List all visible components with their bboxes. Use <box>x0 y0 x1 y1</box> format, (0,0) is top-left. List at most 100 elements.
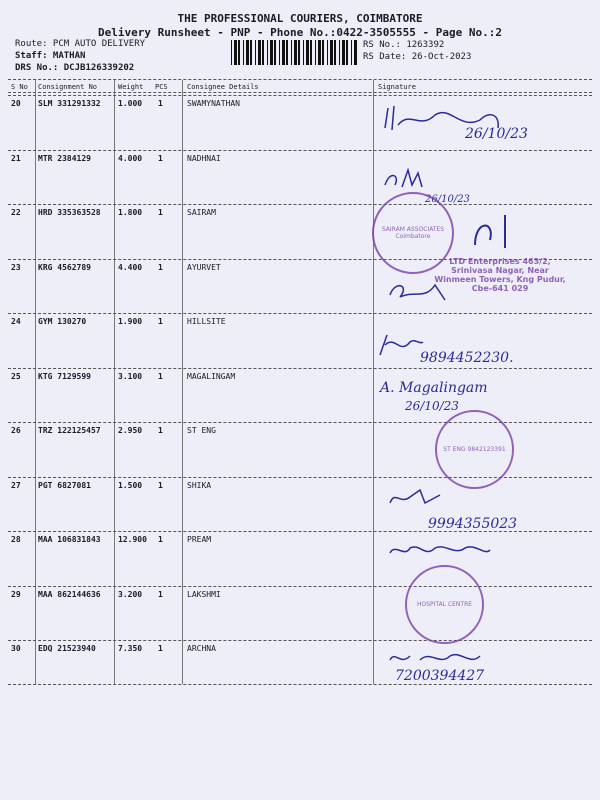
row-divider <box>8 684 592 685</box>
row-divider <box>8 313 592 314</box>
barcode-bar <box>315 40 316 65</box>
barcode-bar <box>318 40 321 65</box>
row-divider <box>8 422 592 423</box>
barcode-bar <box>342 40 345 65</box>
row-sno: 28 <box>11 535 21 544</box>
row-weight: 4.000 <box>118 153 143 163</box>
row-sno: 20 <box>11 99 21 108</box>
row-consignee: ST ENG <box>187 426 216 435</box>
barcode-bar <box>330 40 333 65</box>
signature-22 <box>474 215 506 248</box>
row-pcs: 1 <box>158 317 163 326</box>
row-sno: 25 <box>11 371 21 381</box>
signature-30 <box>389 653 481 661</box>
handwritten-phone: 9994355023 <box>428 516 518 532</box>
row-consignee: PREAM <box>187 535 212 544</box>
company-stamp: SAIRAM ASSOCIATES Coimbatore <box>372 192 454 274</box>
col-pcs: PCS <box>155 83 168 91</box>
row-consignee: SHIKA <box>187 480 212 490</box>
row-divider <box>8 367 592 369</box>
row-consignment: SLM 331291332 <box>38 99 101 108</box>
row-weight: 7.350 <box>118 644 143 653</box>
barcode-bar <box>255 40 256 65</box>
row-sno: 23 <box>11 262 21 272</box>
divider <box>8 79 592 80</box>
handwritten-phone: 9894452230. <box>420 350 514 366</box>
barcode-bar <box>231 40 232 65</box>
row-pcs: 1 <box>158 426 163 435</box>
barcode <box>231 40 357 65</box>
barcode-bar <box>250 40 252 65</box>
rs-date: RS Date: 26-Oct-2023 <box>363 52 472 62</box>
row-pcs: 1 <box>158 644 163 653</box>
drs-number: DRS No.: DCJB126339202 <box>15 63 135 73</box>
row-consignment: EDQ 21523940 <box>38 644 96 653</box>
col-consignment: Consignment No <box>38 83 98 91</box>
row-divider <box>8 258 592 260</box>
row-consignee: NADHNAI <box>187 153 221 163</box>
barcode-bar <box>279 40 280 65</box>
row-pcs: 1 <box>158 371 163 381</box>
row-pcs: 1 <box>158 480 163 490</box>
barcode-bar <box>346 40 348 65</box>
row-consignment: MAA 862144636 <box>38 589 101 599</box>
barcode-bar <box>327 40 328 65</box>
row-consignment: KRG 4562789 <box>38 262 91 272</box>
barcode-bar <box>339 40 340 65</box>
row-pcs: 1 <box>158 99 163 108</box>
col-weight: Weight <box>118 83 144 91</box>
row-consignment: KTG 7129599 <box>38 371 91 381</box>
company-stamp: ST ENG 9842123391 <box>435 410 514 489</box>
row-weight: 3.100 <box>118 371 143 381</box>
divider <box>8 92 592 93</box>
barcode-bar <box>234 40 237 65</box>
barcode-bar <box>246 40 249 65</box>
handwritten-date: 26/10/23 <box>465 126 528 142</box>
column-rule <box>114 80 115 684</box>
row-weight: 2.950 <box>118 426 143 435</box>
row-weight: 1.500 <box>118 480 143 490</box>
signature-24 <box>379 334 424 356</box>
staff: Staff: MATHAN <box>15 51 86 61</box>
row-divider <box>8 149 592 151</box>
barcode-bar <box>354 40 357 65</box>
barcode-bar <box>303 40 304 65</box>
column-rule <box>373 80 374 684</box>
row-sno: 22 <box>11 208 21 217</box>
barcode-bar <box>270 40 273 65</box>
company-title: THE PROFESSIONAL COURIERS, COIMBATORE <box>177 12 423 25</box>
row-pcs: 1 <box>158 153 163 163</box>
signature-23 <box>389 283 446 301</box>
row-consignee: SAIRAM <box>187 208 216 217</box>
row-sno: 27 <box>11 480 21 490</box>
barcode-bar <box>282 40 285 65</box>
row-sno: 30 <box>11 644 21 653</box>
row-consignment: GYM 130270 <box>38 317 87 326</box>
row-consignee: MAGALINGAM <box>187 371 236 381</box>
col-signature: Signature <box>378 83 416 91</box>
row-divider <box>8 640 592 641</box>
barcode-bar <box>274 40 276 65</box>
row-pcs: 1 <box>158 535 163 544</box>
barcode-bar <box>262 40 264 65</box>
row-weight: 1.800 <box>118 208 143 217</box>
row-weight: 12.900 <box>118 535 147 544</box>
row-sno: 21 <box>11 153 21 163</box>
row-consignee: HILLSITE <box>187 317 226 326</box>
row-consignment: MAA 106831843 <box>38 535 101 544</box>
signature-28 <box>389 546 491 554</box>
handwritten-phone: 7200394427 <box>395 668 485 684</box>
barcode-bar <box>286 40 288 65</box>
row-pcs: 1 <box>158 208 163 217</box>
row-divider <box>8 476 592 478</box>
row-consignment: PGT 6827081 <box>38 480 91 490</box>
row-consignee: SWAMYNATHAN <box>187 99 240 108</box>
runsheet-subtitle: Delivery Runsheet - PNP - Phone No.:0422… <box>98 26 502 39</box>
rs-number: RS No.: 1263392 <box>363 40 445 50</box>
barcode-bar <box>310 40 312 65</box>
row-pcs: 1 <box>158 262 163 272</box>
row-sno: 26 <box>11 426 21 435</box>
row-sno: 29 <box>11 589 21 599</box>
barcode-bar <box>298 40 300 65</box>
